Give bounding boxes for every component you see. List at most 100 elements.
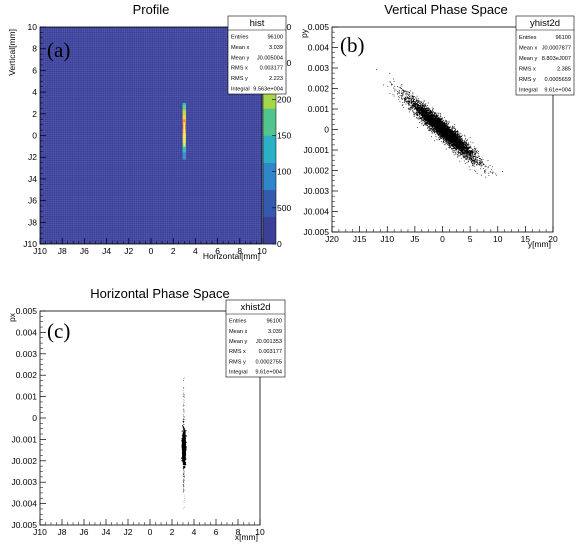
scatter-point [456,131,458,132]
scatter-point [391,84,393,85]
scatter-point [436,115,438,117]
scatter-point [439,121,441,123]
scatter-point [412,106,414,108]
scatter-point [426,122,427,124]
scatter-point [400,85,402,87]
scatter-point [406,93,408,95]
scatter-point [458,136,460,138]
scatter-point [465,141,467,143]
scatter-point [409,109,411,111]
scatter-point [449,145,451,147]
scatter-point [416,99,417,101]
scatter-point [416,95,418,97]
scatter-point [416,127,418,128]
scatter-point [466,142,467,144]
scatter-point [484,171,486,173]
scatter-point [446,126,448,128]
scatter-point [416,108,418,110]
scatter-point [420,107,422,109]
scatter-point [429,113,431,115]
scatter-point [452,147,453,149]
scatter-point [456,150,458,152]
scatter-point [420,100,422,102]
scatter-point [408,92,410,94]
scatter-point [452,151,454,153]
scatter-point [502,171,503,173]
scatter-point [412,96,413,97]
scatter-point [405,93,407,95]
scatter-point [398,96,400,98]
scatter-point [426,121,427,123]
scatter-point [416,104,418,106]
scatter-point [396,91,398,92]
scatter-point [412,97,414,99]
scatter-point [470,157,472,159]
heatmap-cell [182,114,186,118]
scatter-point [424,123,426,125]
scatter-point [404,100,406,102]
scatter-point [409,101,411,103]
scatter-point [404,101,406,103]
scatter-point [461,138,462,140]
stats-row-label: Mean y [231,55,250,61]
scatter-point [443,123,445,125]
scatter-point [429,108,431,109]
scatter-point [461,149,463,151]
scatter-point [418,112,420,113]
scatter-point [455,148,456,150]
scatter-point [431,125,433,127]
scatter-point [417,107,419,109]
scatter-point [470,156,472,157]
scatter-point [425,111,427,113]
scatter-point [449,129,451,130]
scatter-point [452,130,454,131]
scatter-point [432,110,433,111]
scatter-point [465,153,467,155]
scatter-point [418,108,420,109]
scatter-point [453,148,455,149]
scatter-point [464,134,466,136]
scatter-point [441,119,443,120]
scatter-point [466,158,467,160]
heatmap-cell [182,105,186,108]
scatter-point [435,136,437,138]
scatter-point [452,125,454,127]
scatter-point [460,132,462,134]
scatter-point [421,118,423,120]
scatter-point [425,108,427,110]
scatter-point [405,103,407,105]
scatter-point [465,156,467,158]
scatter-point [399,95,401,97]
scatter-point [429,110,431,112]
scatter-point [470,152,472,154]
heatmap-cell [182,110,186,113]
scatter-point [433,115,434,116]
scatter-point [456,134,458,136]
scatter-point [414,106,415,108]
scatter-point [491,169,492,171]
y-tick-label: 6 [32,65,37,75]
scatter-point [492,171,494,173]
scatter-point [446,141,448,142]
scatter-point [432,128,434,130]
scatter-point [401,97,403,99]
scatter-point [420,121,422,122]
scatter-point [416,113,418,115]
colorbar-tick-label: 0 [277,239,282,249]
scatter-point [445,139,447,141]
scatter-point [418,101,419,103]
scatter-point [479,161,480,163]
scatter-point [474,150,476,152]
scatter-point [425,109,427,111]
stats-row-label: RMS y [231,76,248,82]
heatmap-cell [182,102,186,106]
scatter-point [433,129,434,130]
scatter-point [448,146,450,148]
scatter-point [401,93,403,94]
scatter-point [453,131,454,132]
scatter-point [443,122,445,124]
scatter-point [489,165,491,167]
scatter-point [454,135,456,136]
scatter-point [466,140,468,141]
